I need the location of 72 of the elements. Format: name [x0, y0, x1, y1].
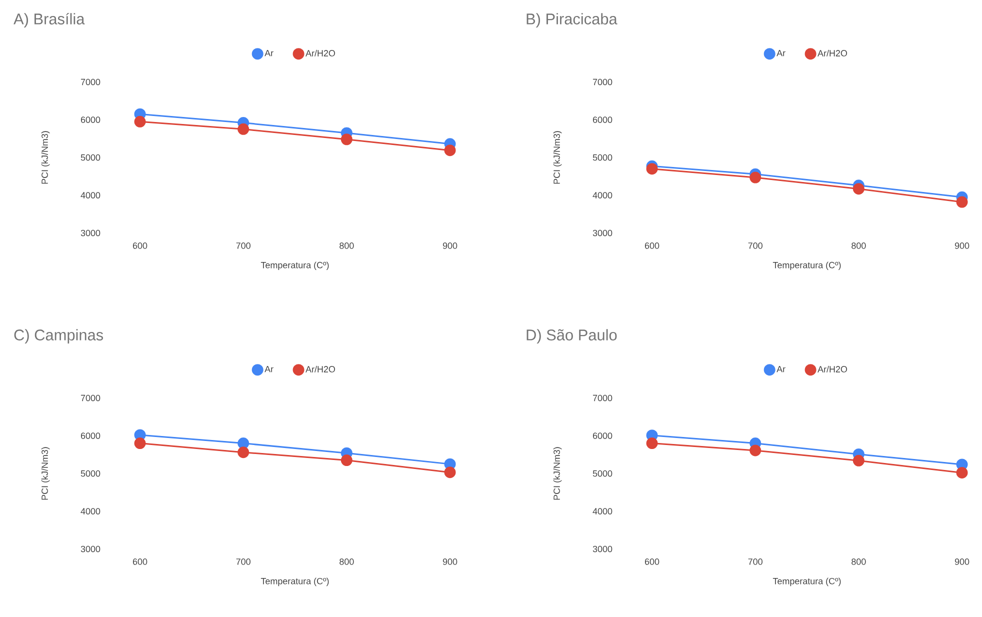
x-axis-title: Temperatura (Cº) — [772, 262, 841, 270]
x-tick-label: 800 — [852, 242, 866, 249]
point — [134, 438, 146, 450]
y-axis-title: PCI (kJ/Nm3) — [553, 131, 562, 184]
point — [750, 172, 762, 184]
point — [134, 116, 146, 128]
y-tick-label: 7000 — [80, 394, 100, 402]
point — [238, 123, 250, 135]
y-tick-label: 7000 — [592, 394, 612, 402]
x-tick-label: 900 — [442, 242, 458, 249]
legend-label: Ar — [776, 366, 786, 372]
x-tick-label: 600 — [644, 242, 660, 249]
point — [750, 444, 762, 456]
y-tick-label: 3000 — [592, 230, 612, 236]
x-tick-label: 900 — [954, 558, 970, 565]
x-axis-title: Temperatura (Cº) — [260, 262, 329, 270]
y-tick-label: 3000 — [80, 230, 100, 236]
x-tick-label: 600 — [644, 558, 660, 565]
x-tick-label: 700 — [748, 558, 762, 565]
point — [340, 134, 352, 146]
x-axis-title: Temperatura (Cº) — [260, 578, 329, 586]
point — [340, 454, 352, 466]
x-axis-title: Temperatura (Cº) — [772, 578, 841, 586]
x-tick-label: 600 — [132, 242, 148, 249]
x-tick-label: 900 — [442, 558, 458, 565]
point — [444, 144, 456, 156]
legend-label: Ar — [264, 50, 274, 56]
x-tick-label: 800 — [340, 242, 354, 249]
x-tick-label: 600 — [132, 558, 148, 565]
y-axis-title: PCI (kJ/Nm3) — [41, 131, 50, 184]
chart-title: B) Piracicaba — [526, 13, 618, 28]
y-tick-label: 4000 — [592, 192, 612, 198]
y-tick-label: 5000 — [80, 154, 100, 161]
legend-label: Ar — [264, 366, 274, 372]
chart-title: C) Campinas — [14, 329, 104, 344]
y-tick-label: 5000 — [592, 470, 612, 477]
point — [956, 196, 968, 208]
y-tick-label: 6000 — [592, 432, 612, 439]
x-tick-label: 700 — [236, 558, 250, 565]
point — [956, 466, 968, 478]
x-tick-label: 700 — [748, 242, 762, 249]
point — [646, 438, 658, 450]
y-tick-label: 4000 — [80, 508, 100, 514]
x-tick-label: 700 — [236, 242, 250, 249]
point — [646, 163, 658, 175]
point — [238, 446, 250, 458]
point — [444, 466, 456, 478]
y-tick-label: 3000 — [80, 546, 100, 552]
y-tick-label: 7000 — [592, 78, 612, 86]
y-tick-label: 7000 — [80, 78, 100, 86]
point — [852, 183, 864, 195]
y-axis-title: PCI (kJ/Nm3) — [553, 447, 562, 500]
chart-title: A) Brasília — [14, 12, 85, 28]
legend-label: Ar — [776, 50, 786, 56]
y-tick-label: 4000 — [80, 192, 100, 198]
y-axis-title: PCI (kJ/Nm3) — [41, 447, 50, 500]
x-tick-label: 800 — [852, 558, 866, 565]
legend-label: Ar/H2O — [818, 366, 847, 372]
y-tick-label: 6000 — [80, 116, 100, 123]
x-tick-label: 900 — [954, 242, 970, 249]
legend-label: Ar/H2O — [306, 366, 335, 372]
legend-label: Ar/H2O — [306, 50, 335, 56]
y-tick-label: 5000 — [592, 154, 612, 161]
point — [852, 454, 864, 466]
legend-label: Ar/H2O — [818, 50, 847, 56]
x-tick-label: 800 — [340, 558, 354, 565]
y-tick-label: 5000 — [80, 470, 100, 477]
chart-title: D) São Paulo — [526, 329, 617, 344]
y-tick-label: 6000 — [80, 432, 100, 439]
y-tick-label: 4000 — [592, 508, 612, 514]
y-tick-label: 6000 — [592, 116, 612, 123]
y-tick-label: 3000 — [592, 546, 612, 552]
